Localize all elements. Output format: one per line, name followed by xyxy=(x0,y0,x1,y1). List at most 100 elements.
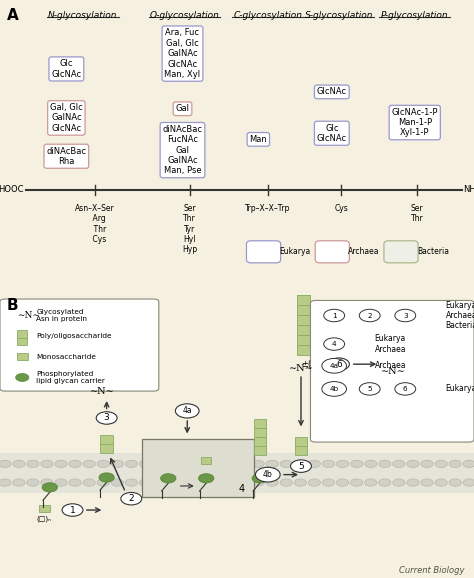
FancyBboxPatch shape xyxy=(297,325,310,335)
Circle shape xyxy=(379,479,391,486)
FancyBboxPatch shape xyxy=(38,505,49,512)
Circle shape xyxy=(13,479,25,486)
Text: 1: 1 xyxy=(332,313,337,318)
Circle shape xyxy=(255,467,280,482)
Text: 6: 6 xyxy=(336,360,342,369)
Text: S-glycosylation: S-glycosylation xyxy=(305,11,373,20)
Text: 4: 4 xyxy=(239,484,245,494)
FancyBboxPatch shape xyxy=(254,436,266,446)
Circle shape xyxy=(322,479,335,486)
FancyBboxPatch shape xyxy=(0,299,159,391)
Text: Man: Man xyxy=(249,135,267,144)
Circle shape xyxy=(42,483,57,492)
Circle shape xyxy=(96,412,117,424)
Text: Ser
Thr: Ser Thr xyxy=(411,203,423,223)
Circle shape xyxy=(55,460,67,468)
Text: Cys: Cys xyxy=(334,203,348,213)
Text: Eukarya: Eukarya xyxy=(446,384,474,394)
Text: diNAcBac
FucNAc
Gal
GalNAc
Man, Pse: diNAcBac FucNAc Gal GalNAc Man, Pse xyxy=(163,125,202,175)
Text: Archaea: Archaea xyxy=(374,361,406,370)
Circle shape xyxy=(27,460,39,468)
FancyBboxPatch shape xyxy=(100,443,113,453)
FancyBboxPatch shape xyxy=(387,326,400,336)
Circle shape xyxy=(69,479,81,486)
Circle shape xyxy=(294,479,307,486)
Text: 2: 2 xyxy=(367,313,372,318)
Text: Gal, Glc
GalNAc
GlcNAc: Gal, Glc GalNAc GlcNAc xyxy=(50,103,83,133)
Text: Monosaccharide: Monosaccharide xyxy=(36,354,96,360)
Circle shape xyxy=(69,460,81,468)
FancyBboxPatch shape xyxy=(254,419,266,428)
FancyBboxPatch shape xyxy=(201,457,211,464)
Circle shape xyxy=(161,474,176,483)
Circle shape xyxy=(224,460,236,468)
Text: 4: 4 xyxy=(332,341,337,347)
FancyBboxPatch shape xyxy=(100,435,113,444)
FancyBboxPatch shape xyxy=(297,335,310,345)
Circle shape xyxy=(182,479,194,486)
Circle shape xyxy=(407,479,419,486)
Text: O-glycosylation: O-glycosylation xyxy=(150,11,220,20)
Circle shape xyxy=(199,474,214,483)
Circle shape xyxy=(322,381,346,397)
Circle shape xyxy=(337,460,349,468)
Circle shape xyxy=(463,479,474,486)
Text: GlcNAc: GlcNAc xyxy=(317,87,347,97)
Circle shape xyxy=(291,460,311,472)
Text: Bacteria: Bacteria xyxy=(417,247,449,255)
Text: GlcNAc-1-P
Man-1-P
Xyl-1-P: GlcNAc-1-P Man-1-P Xyl-1-P xyxy=(392,108,438,138)
Text: ∼N∼: ∼N∼ xyxy=(289,364,313,373)
Circle shape xyxy=(365,479,377,486)
Circle shape xyxy=(280,460,292,468)
Text: 5: 5 xyxy=(367,386,372,392)
Circle shape xyxy=(337,479,349,486)
Circle shape xyxy=(175,404,199,418)
FancyBboxPatch shape xyxy=(254,428,266,437)
Circle shape xyxy=(294,460,307,468)
Text: 4a: 4a xyxy=(182,406,192,416)
FancyBboxPatch shape xyxy=(17,338,27,345)
Circle shape xyxy=(324,309,345,322)
Circle shape xyxy=(359,383,380,395)
Text: Current Biology: Current Biology xyxy=(399,566,465,575)
Text: 4a: 4a xyxy=(330,363,338,369)
FancyBboxPatch shape xyxy=(295,436,307,446)
Text: ∼N∼: ∼N∼ xyxy=(17,311,39,320)
Text: 2: 2 xyxy=(128,494,134,503)
FancyBboxPatch shape xyxy=(387,336,400,346)
Text: Ara, Fuc
Gal, Glc
GalNAc
GlcNAc
Man, Xyl: Ara, Fuc Gal, Glc GalNAc GlcNAc Man, Xyl xyxy=(164,28,201,79)
Circle shape xyxy=(139,460,152,468)
Circle shape xyxy=(238,460,250,468)
Text: diNAcBac
Rha: diNAcBac Rha xyxy=(46,147,86,166)
Text: ∼N∼: ∼N∼ xyxy=(381,367,406,376)
Circle shape xyxy=(252,479,264,486)
FancyBboxPatch shape xyxy=(17,353,28,360)
Text: P-glycosylation: P-glycosylation xyxy=(381,11,448,20)
Circle shape xyxy=(435,479,447,486)
Text: Eukarya
Archaea
Bacteria: Eukarya Archaea Bacteria xyxy=(446,301,474,331)
Circle shape xyxy=(266,460,278,468)
Circle shape xyxy=(350,479,363,486)
Circle shape xyxy=(97,460,109,468)
Circle shape xyxy=(16,373,29,381)
Text: )ₙ: )ₙ xyxy=(332,360,338,369)
Text: Glycosylated
Asn in protein: Glycosylated Asn in protein xyxy=(36,309,88,322)
Circle shape xyxy=(196,460,208,468)
Text: Eukarya: Eukarya xyxy=(280,247,311,255)
Circle shape xyxy=(167,479,180,486)
Text: NH₂: NH₂ xyxy=(464,186,474,194)
Circle shape xyxy=(210,460,222,468)
Text: 5: 5 xyxy=(298,462,304,470)
FancyBboxPatch shape xyxy=(297,344,310,355)
Text: C-glycosylation: C-glycosylation xyxy=(233,11,302,20)
Circle shape xyxy=(308,479,320,486)
Circle shape xyxy=(0,460,11,468)
Bar xyxy=(142,439,254,497)
Text: Glc
GlcNAc: Glc GlcNAc xyxy=(317,124,347,143)
Circle shape xyxy=(210,479,222,486)
Text: Eukarya
Archaea: Eukarya Archaea xyxy=(374,334,406,354)
FancyBboxPatch shape xyxy=(387,316,400,327)
Bar xyxy=(0,453,474,493)
Circle shape xyxy=(62,504,83,516)
Text: ∼N∼: ∼N∼ xyxy=(90,387,114,395)
